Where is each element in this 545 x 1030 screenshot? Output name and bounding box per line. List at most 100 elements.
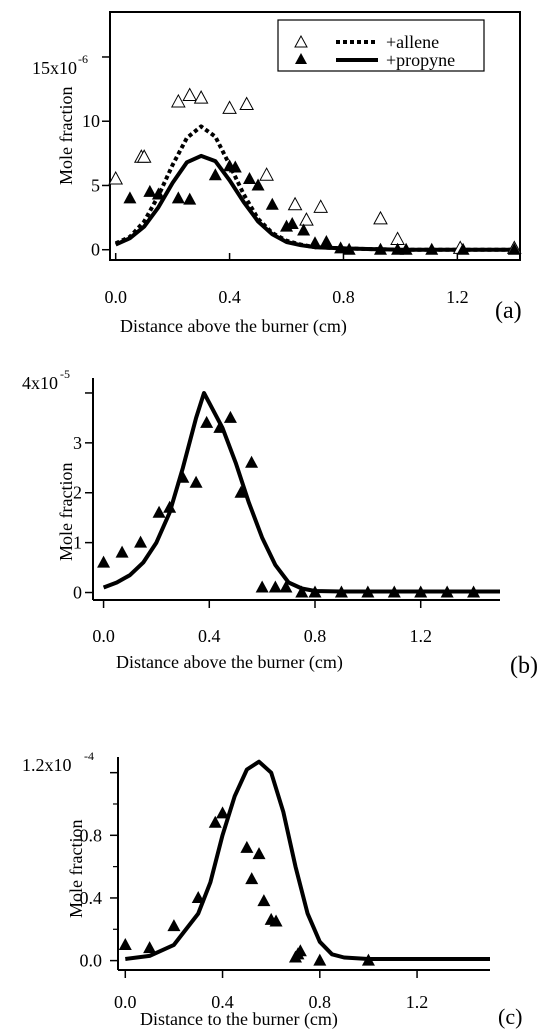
data-point-filled-triangle bbox=[243, 172, 257, 185]
panel-a-ylabel: Mole fraction bbox=[56, 87, 76, 185]
data-point-open-triangle bbox=[313, 199, 329, 213]
data-point-filled-triangle bbox=[245, 455, 259, 468]
data-point-filled-triangle bbox=[373, 242, 387, 255]
panel-c-label: (c) bbox=[498, 1004, 522, 1029]
panel-a-models bbox=[114, 124, 515, 252]
model-curve-solid bbox=[114, 153, 515, 252]
data-point-filled-triangle bbox=[334, 585, 348, 598]
data-point-filled-triangle bbox=[269, 914, 283, 927]
legend-open-triangle-icon bbox=[294, 34, 308, 48]
y-tick-label: 0 bbox=[73, 583, 82, 603]
panel-c-ylabel: Mole fraction bbox=[66, 820, 86, 918]
data-point-filled-triangle bbox=[297, 223, 311, 236]
data-point-filled-triangle bbox=[143, 184, 157, 197]
data-point-filled-triangle bbox=[361, 953, 375, 966]
panel-c-models bbox=[125, 759, 490, 961]
panel-a-label: (a) bbox=[495, 298, 522, 324]
data-point-filled-triangle bbox=[223, 410, 237, 423]
data-point-filled-triangle bbox=[308, 236, 322, 249]
data-point-filled-triangle bbox=[285, 217, 299, 230]
data-point-filled-triangle bbox=[293, 944, 307, 957]
data-point-filled-triangle bbox=[399, 242, 413, 255]
y-tick-label: 5 bbox=[91, 175, 100, 195]
x-tick-label: 0.8 bbox=[304, 626, 327, 646]
data-point-filled-triangle bbox=[151, 187, 165, 200]
x-tick-label: 0.0 bbox=[114, 992, 137, 1012]
model-curve-dotted bbox=[114, 124, 515, 252]
data-point-filled-triangle bbox=[143, 941, 157, 954]
x-tick-label: 0.8 bbox=[309, 992, 332, 1012]
data-point-filled-triangle bbox=[115, 545, 129, 558]
x-tick-label: 0.8 bbox=[332, 287, 355, 307]
x-tick-label: 0.4 bbox=[211, 992, 234, 1012]
panel-c-ticks bbox=[110, 771, 418, 978]
data-point-open-triangle bbox=[259, 167, 274, 181]
panel-b-ticks bbox=[85, 392, 422, 608]
panel-b-points bbox=[97, 410, 481, 598]
data-point-filled-triangle bbox=[334, 241, 348, 254]
panel-c-y-multiplier-exponent: -4 bbox=[84, 749, 94, 763]
data-point-filled-triangle bbox=[163, 500, 177, 513]
data-point-filled-triangle bbox=[216, 806, 230, 819]
panel-b-label: (b) bbox=[510, 653, 538, 679]
data-point-filled-triangle bbox=[123, 191, 137, 204]
panel-c-tick-labels: 0.0 0.4 0.8 1.2 0.0 0.4 0.8 bbox=[80, 825, 429, 1012]
data-point-filled-triangle bbox=[134, 535, 148, 548]
data-point-filled-triangle bbox=[152, 505, 166, 518]
data-point-open-triangle bbox=[222, 100, 237, 114]
data-point-filled-triangle bbox=[342, 242, 356, 255]
data-point-filled-triangle bbox=[189, 475, 203, 488]
panel-a-ticks bbox=[102, 56, 459, 260]
legend-label-propyne: +propyne bbox=[386, 50, 455, 70]
x-tick-label: 1.2 bbox=[446, 287, 469, 307]
data-point-filled-triangle bbox=[456, 242, 470, 255]
x-tick-label: 1.2 bbox=[406, 992, 429, 1012]
data-point-filled-triangle bbox=[208, 815, 222, 828]
data-point-filled-triangle bbox=[176, 470, 190, 483]
data-point-open-triangle bbox=[373, 210, 388, 225]
data-point-filled-triangle bbox=[183, 192, 197, 205]
data-point-open-triangle bbox=[136, 149, 152, 163]
panel-b-y-multiplier-exponent: -5 bbox=[60, 367, 70, 381]
panel-c-points bbox=[118, 806, 375, 966]
data-point-filled-triangle bbox=[234, 485, 248, 498]
y-tick-label: 0.8 bbox=[80, 825, 103, 845]
data-point-filled-triangle bbox=[228, 160, 242, 173]
data-point-filled-triangle bbox=[257, 894, 271, 907]
legend-box bbox=[277, 19, 485, 72]
y-tick-label: 0 bbox=[91, 240, 100, 260]
panel-c: 0.0 0.4 0.8 1.2 0.0 0.4 0.8 1.2x10 -4 Mole fra… bbox=[22, 749, 522, 1030]
data-point-filled-triangle bbox=[118, 937, 132, 950]
model-curve-solid bbox=[102, 391, 500, 594]
y-tick-label: 10 bbox=[82, 111, 100, 131]
data-point-filled-triangle bbox=[265, 197, 279, 210]
x-tick-label: 0.4 bbox=[198, 626, 221, 646]
legend-label-allene: +allene bbox=[386, 32, 439, 52]
x-tick-label: 1.2 bbox=[409, 626, 432, 646]
x-tick-label: 0.0 bbox=[104, 287, 127, 307]
data-point-filled-triangle bbox=[245, 872, 259, 885]
model-curve-solid bbox=[125, 759, 490, 961]
data-point-filled-triangle bbox=[308, 585, 322, 598]
panel-a-xlabel: Distance above the burner (cm) bbox=[120, 316, 347, 337]
data-point-open-triangle bbox=[193, 90, 209, 104]
panel-a-frame bbox=[109, 11, 521, 261]
panel-a-tick-labels: 0.0 0.4 0.8 1.2 0 5 10 bbox=[82, 111, 469, 307]
data-point-filled-triangle bbox=[255, 580, 269, 593]
data-point-filled-triangle bbox=[279, 580, 293, 593]
data-point-filled-triangle bbox=[440, 585, 454, 598]
panel-a-points bbox=[108, 87, 522, 255]
data-point-filled-triangle bbox=[467, 585, 481, 598]
panel-c-y-multiplier: 1.2x10 bbox=[22, 755, 72, 775]
data-point-filled-triangle bbox=[171, 191, 185, 204]
x-tick-label: 0.0 bbox=[92, 626, 115, 646]
x-tick-label: 0.4 bbox=[218, 287, 241, 307]
data-point-filled-triangle bbox=[251, 178, 265, 191]
data-point-filled-triangle bbox=[200, 415, 214, 428]
data-point-filled-triangle bbox=[295, 585, 309, 598]
data-point-filled-triangle bbox=[507, 242, 521, 255]
y-tick-label: 2 bbox=[73, 483, 82, 503]
legend-filled-triangle-icon bbox=[295, 53, 307, 64]
panel-b-ylabel: Mole fraction bbox=[56, 463, 76, 561]
